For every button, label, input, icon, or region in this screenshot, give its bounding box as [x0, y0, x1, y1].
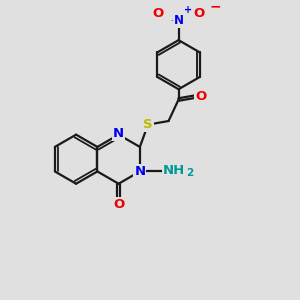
Text: NH: NH [163, 164, 185, 177]
Text: O: O [152, 7, 163, 20]
Text: −: − [209, 0, 221, 14]
Text: N: N [113, 127, 124, 140]
Text: O: O [113, 198, 124, 211]
Text: 2: 2 [186, 169, 194, 178]
Text: S: S [143, 118, 153, 131]
Text: +: + [184, 5, 192, 15]
Text: O: O [194, 7, 205, 20]
Text: N: N [134, 165, 146, 178]
Text: N: N [174, 14, 184, 27]
Text: O: O [195, 90, 206, 103]
